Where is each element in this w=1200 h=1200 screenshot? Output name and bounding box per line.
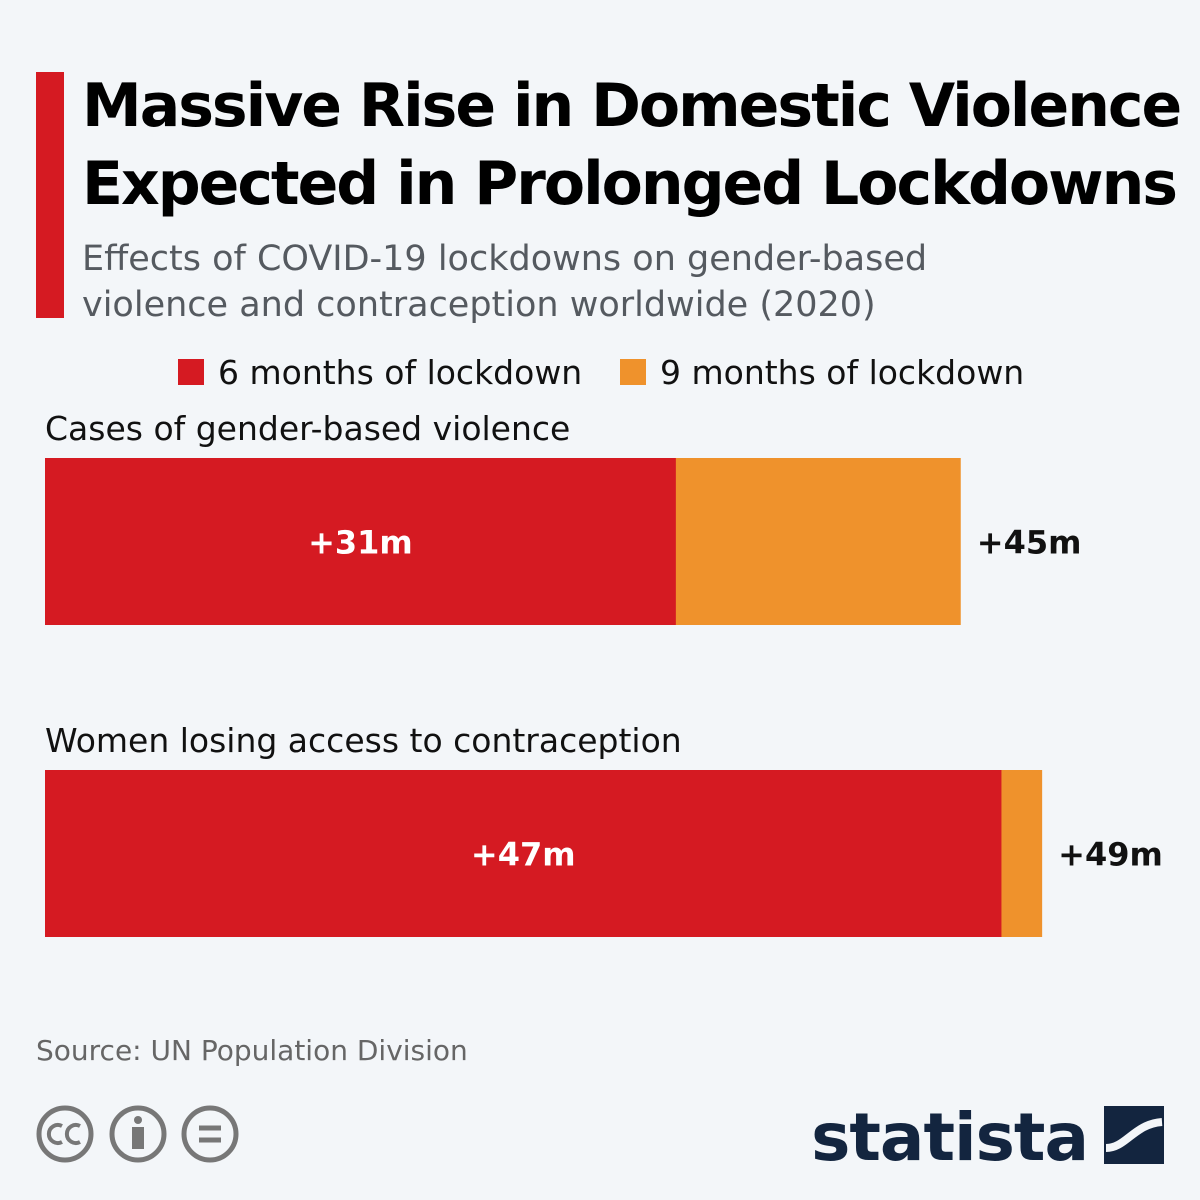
legend-swatch xyxy=(620,359,646,385)
category-label: Cases of gender-based violence xyxy=(45,409,570,448)
license-icons xyxy=(36,1105,239,1163)
title-accent xyxy=(36,72,64,318)
legend-label: 9 months of lockdown xyxy=(660,353,1024,392)
legend-swatch xyxy=(178,359,204,385)
brand-logo: statista xyxy=(811,1099,1088,1176)
chart-subtitle: Effects of COVID-19 lockdowns on gender-… xyxy=(82,239,927,279)
legend-label: 6 months of lockdown xyxy=(218,353,582,392)
value-label: +47m xyxy=(471,836,576,874)
bar xyxy=(45,770,1002,937)
bar xyxy=(45,458,676,625)
source: Source: UN Population Division xyxy=(36,1034,468,1067)
brand-mark xyxy=(1104,1106,1164,1164)
chart-title: Expected in Prolonged Lockdowns xyxy=(82,149,1176,219)
chart-title: Massive Rise in Domestic Violence xyxy=(82,71,1180,141)
value-label: +49m xyxy=(1058,836,1163,874)
value-label: +45m xyxy=(977,524,1082,562)
value-label: +31m xyxy=(308,524,413,562)
chart-subtitle: violence and contraception worldwide (20… xyxy=(82,285,876,325)
category-label: Women losing access to contraception xyxy=(45,721,682,760)
